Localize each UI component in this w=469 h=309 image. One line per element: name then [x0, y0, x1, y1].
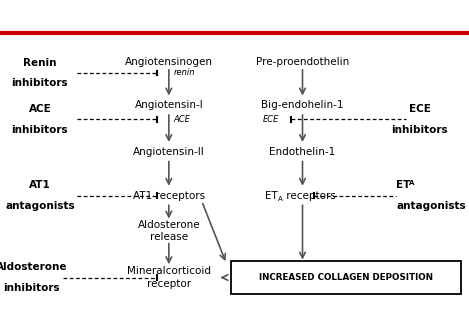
Bar [231, 261, 461, 294]
Text: AT1 receptors: AT1 receptors [133, 191, 205, 201]
Text: Angiotensin-I: Angiotensin-I [135, 100, 203, 110]
Text: antagonists: antagonists [5, 201, 75, 211]
Text: inhibitors: inhibitors [392, 125, 448, 135]
Text: ECE: ECE [263, 115, 279, 124]
Text: ET: ET [265, 191, 278, 201]
Text: ACE: ACE [29, 104, 51, 114]
Text: Medscape®: Medscape® [9, 8, 88, 21]
Text: inhibitors: inhibitors [12, 125, 68, 135]
Text: Angiotensin-II: Angiotensin-II [133, 147, 204, 157]
Text: A: A [409, 180, 415, 186]
Text: www.medscape.com: www.medscape.com [98, 8, 219, 21]
Text: A: A [278, 196, 283, 202]
Text: antagonists: antagonists [396, 201, 466, 211]
Text: Pre-proendothelin: Pre-proendothelin [256, 57, 349, 66]
Text: Endothelin-1: Endothelin-1 [269, 147, 336, 157]
Text: Aldosterone
release: Aldosterone release [137, 220, 200, 242]
Text: INCREASED COLLAGEN DEPOSITION: INCREASED COLLAGEN DEPOSITION [258, 273, 433, 282]
Text: Big-endohelin-1: Big-endohelin-1 [261, 100, 344, 110]
Text: inhibitors: inhibitors [12, 78, 68, 88]
Text: inhibitors: inhibitors [4, 283, 60, 293]
Text: Renin: Renin [23, 57, 57, 68]
Text: renin: renin [174, 69, 195, 78]
Text: ECE: ECE [409, 104, 431, 114]
Text: ACE: ACE [174, 115, 190, 124]
Text: Aldosterone: Aldosterone [0, 262, 68, 272]
Text: receptors: receptors [283, 191, 336, 201]
Text: Angiotensinogen: Angiotensinogen [125, 57, 213, 66]
Text: ET: ET [396, 180, 411, 190]
Text: AT1: AT1 [29, 180, 51, 190]
Text: Mineralcorticoid
receptor: Mineralcorticoid receptor [127, 266, 211, 289]
